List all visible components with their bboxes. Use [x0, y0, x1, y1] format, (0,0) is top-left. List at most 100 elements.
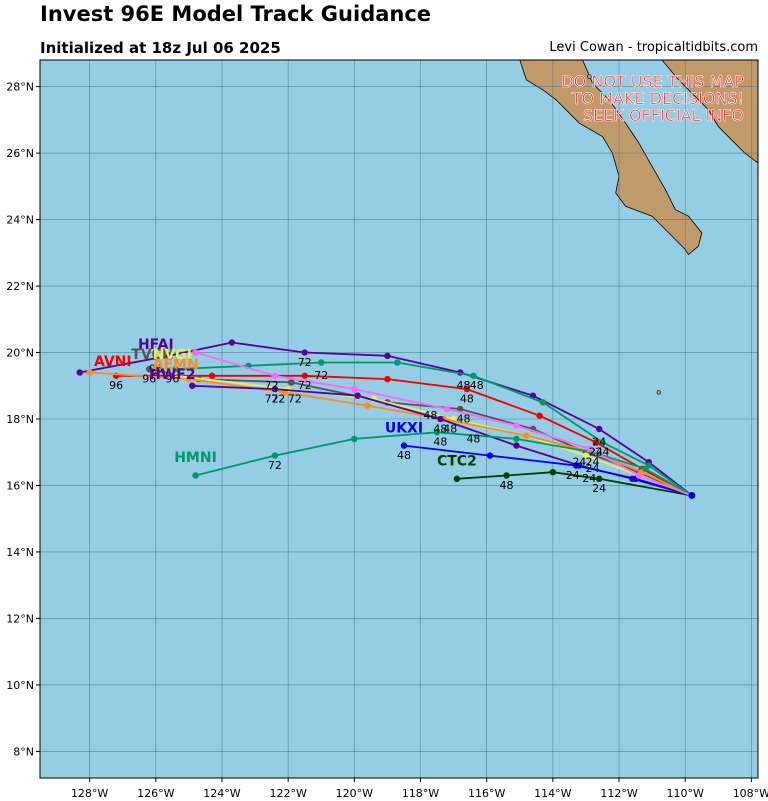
- track-point: [364, 402, 371, 409]
- lat-tick-label: 18°N: [6, 413, 34, 426]
- track-point: [271, 385, 279, 393]
- lat-tick-label: 28°N: [6, 81, 34, 94]
- track-point: [443, 405, 451, 413]
- track-point: [288, 379, 295, 386]
- island: [656, 390, 661, 395]
- track-point: [384, 375, 391, 383]
- track-point: [463, 385, 471, 393]
- forecast-hour-label: 24: [589, 446, 603, 459]
- track-point: [453, 475, 461, 483]
- forecast-hour-label: 24: [595, 446, 609, 459]
- track-point: [172, 365, 179, 373]
- track-point: [228, 339, 236, 346]
- track-point: [513, 442, 520, 449]
- track-point: [394, 359, 401, 366]
- lat-tick-label: 22°N: [6, 280, 34, 293]
- track-point: [301, 349, 308, 356]
- track-point: [76, 369, 83, 376]
- grid-lines: [40, 60, 758, 778]
- model-label-tvcn: TVCN: [131, 347, 173, 363]
- forecast-hour-label: 72: [268, 459, 282, 472]
- track-point: [486, 452, 494, 459]
- forecast-hour-label: 24: [572, 456, 586, 469]
- map-frame: [39, 59, 759, 779]
- track-point: [437, 415, 444, 423]
- forecast-hour-label: 48: [457, 412, 471, 425]
- track-point: [513, 422, 520, 429]
- forecast-hour-label: 72: [271, 392, 285, 405]
- lon-tick-label: 108°W: [733, 787, 768, 800]
- track-point: [595, 475, 603, 483]
- track-point: [513, 435, 520, 443]
- forecast-hour-label: 24: [592, 482, 606, 495]
- warning-line: SEEK OFFICIAL INFO: [583, 106, 744, 125]
- track-point: [433, 429, 441, 436]
- lon-tick-label: 124°W: [203, 787, 240, 800]
- lat-tick-label: 24°N: [6, 214, 34, 227]
- model-label-hwf2: HWF2: [149, 367, 195, 383]
- track-point: [384, 352, 391, 360]
- model-label-hmni: HMNI: [174, 450, 217, 466]
- lat-tick-label: 16°N: [6, 479, 34, 492]
- forecast-hour-label: 24: [592, 436, 606, 449]
- lon-tick-label: 114°W: [534, 787, 571, 800]
- track-point: [586, 445, 593, 453]
- model-label-hfai: HFAI: [138, 337, 174, 353]
- track-point: [271, 452, 279, 459]
- model-tracks: [76, 339, 696, 499]
- forecast-hour-label: 48: [443, 422, 457, 435]
- track-point: [470, 372, 477, 379]
- lat-tick-label: 20°N: [6, 347, 34, 360]
- model-label-aemn: AEMN: [153, 357, 199, 373]
- model-label-nvgi: NVGI: [153, 347, 192, 363]
- track-point: [185, 375, 193, 383]
- track-point: [301, 372, 308, 379]
- track-point: [645, 462, 653, 469]
- forecast-hour-label: 48: [460, 392, 474, 405]
- track-point: [208, 372, 216, 379]
- lon-tick-label: 112°W: [600, 787, 637, 800]
- forecast-hour-label: 72: [265, 379, 279, 392]
- map-subtitle: Initialized at 18z Jul 06 2025: [40, 39, 281, 57]
- model-label-avni: AVNI: [94, 354, 132, 370]
- forecast-hour-label: 72: [288, 392, 302, 405]
- forecast-hour-label: 72: [298, 356, 312, 369]
- track-line: [79, 341, 693, 497]
- track-point: [351, 385, 358, 393]
- lon-tick-label: 128°W: [71, 787, 108, 800]
- lat-tick-label: 14°N: [6, 546, 34, 559]
- forecast-hour-label: 24: [582, 472, 596, 485]
- lon-tick-label: 126°W: [137, 787, 174, 800]
- forecast-hour-label: 24: [566, 469, 580, 482]
- lat-tick-label: 8°N: [13, 745, 34, 758]
- track-point: [536, 412, 543, 419]
- track-line: [195, 351, 693, 497]
- forecast-hour-label: 48: [470, 379, 484, 392]
- track-point: [595, 425, 603, 433]
- forecast-hour-label: 48: [433, 436, 447, 449]
- track-point: [599, 439, 606, 446]
- track-point: [400, 442, 408, 449]
- track-point: [572, 462, 580, 469]
- track-point: [635, 472, 643, 479]
- track-point: [165, 352, 173, 360]
- track-point: [192, 472, 199, 479]
- forecast-hour-label: 48: [433, 422, 447, 435]
- lat-tick-label: 26°N: [6, 147, 34, 160]
- forecast-hour-label: 96: [149, 362, 163, 375]
- forecast-hour-label: 96: [165, 372, 179, 385]
- forecast-hour-label: 24: [586, 456, 600, 469]
- track-point: [145, 365, 153, 373]
- forecast-hour-label: 72: [265, 392, 279, 405]
- track-point: [271, 372, 279, 379]
- forecast-hour-label: 24: [586, 462, 600, 475]
- lat-tick-label: 12°N: [6, 612, 34, 625]
- forecast-hour-label: 72: [314, 369, 328, 382]
- track-point: [351, 435, 358, 443]
- track-point: [457, 405, 464, 413]
- lon-tick-label: 110°W: [667, 787, 704, 800]
- track-point: [354, 392, 361, 399]
